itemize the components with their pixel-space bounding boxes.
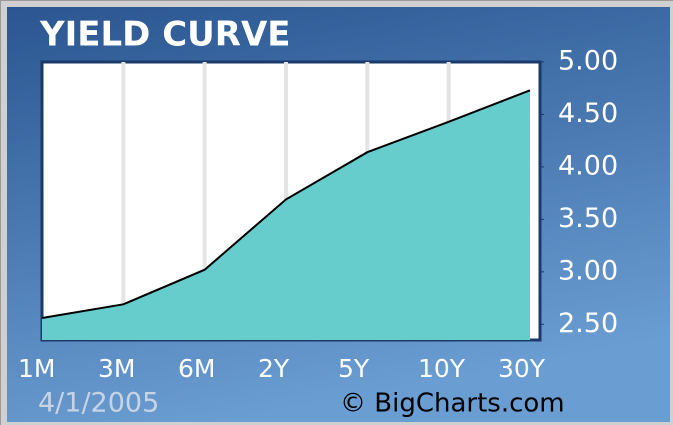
line (41, 89, 531, 319)
x-tick-label: 2Y (258, 354, 290, 383)
y-tick-label: 3.00 (558, 255, 618, 286)
y-tick-label: 3.50 (558, 203, 618, 234)
x-tick-label: 5Y (338, 354, 370, 383)
chart-title: YIELD CURVE (39, 15, 291, 55)
x-tick-label: 30Y (498, 354, 546, 383)
y-tick-label: 4.50 (558, 98, 618, 129)
y-tick-label: 4.00 (558, 150, 618, 181)
area (42, 90, 530, 341)
y-tick-label: 2.50 (558, 308, 618, 339)
credit: © BigCharts.com (340, 389, 565, 419)
x-tick-label: 10Y (418, 354, 466, 383)
date: 4/1/2005 (38, 388, 159, 419)
x-tick-label: 1M (18, 354, 55, 383)
x-tick-label: 3M (98, 354, 135, 383)
x-tick-label: 6M (178, 354, 215, 383)
y-tick-label: 5.00 (558, 46, 618, 77)
